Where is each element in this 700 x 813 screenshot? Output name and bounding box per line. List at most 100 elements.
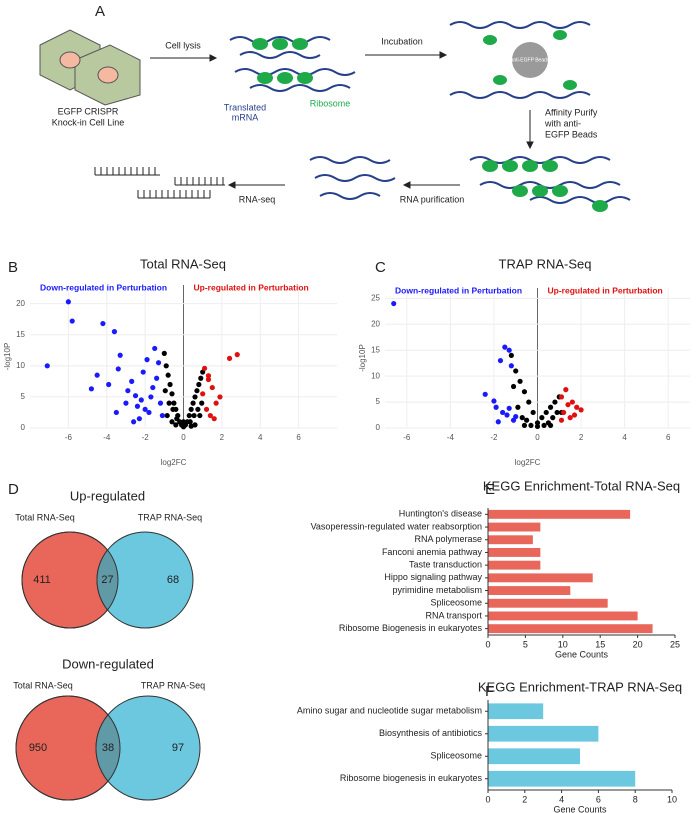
category-label: Fanconi anemia pathway bbox=[382, 547, 483, 557]
point bbox=[169, 419, 175, 425]
schematic-label: Affinity Purify bbox=[545, 107, 598, 117]
point bbox=[157, 400, 164, 406]
schematic-label: Cell lysis bbox=[165, 40, 201, 50]
point bbox=[493, 404, 499, 410]
x-tick-label: 10 bbox=[667, 794, 677, 804]
point bbox=[134, 403, 141, 409]
point bbox=[167, 381, 173, 388]
point bbox=[508, 352, 514, 359]
count: 27 bbox=[101, 574, 113, 586]
point bbox=[526, 399, 532, 405]
point bbox=[506, 347, 512, 353]
x-tick-label: 5 bbox=[523, 639, 528, 649]
point bbox=[117, 352, 123, 358]
point bbox=[125, 388, 131, 394]
point bbox=[539, 415, 545, 421]
schematic-label: EGFP CRISPR bbox=[58, 106, 119, 116]
bar bbox=[488, 703, 544, 720]
point bbox=[197, 412, 203, 419]
point bbox=[88, 386, 94, 392]
bar bbox=[488, 611, 638, 621]
point bbox=[180, 419, 187, 425]
x-tick-label: -4 bbox=[103, 433, 111, 442]
point bbox=[508, 363, 514, 369]
x-tick-label: -2 bbox=[142, 433, 150, 442]
point bbox=[132, 393, 139, 399]
point bbox=[552, 399, 558, 405]
x-axis-label: Gene Counts bbox=[553, 804, 607, 813]
set-label: Total RNA-Seq bbox=[15, 512, 75, 522]
point bbox=[563, 387, 569, 393]
schematic bbox=[39, 21, 631, 212]
bar bbox=[488, 748, 580, 765]
point bbox=[131, 419, 137, 425]
point bbox=[199, 400, 205, 406]
schematic-label: Incubation bbox=[381, 36, 423, 46]
y-axis-label: -log10P bbox=[358, 344, 367, 372]
chart-title: TRAP RNA-Seq bbox=[499, 256, 592, 271]
chart-title: Down-regulated bbox=[62, 656, 154, 671]
point bbox=[561, 409, 567, 416]
point bbox=[142, 406, 148, 412]
x-tick-label: 4 bbox=[559, 794, 564, 804]
point bbox=[161, 350, 167, 356]
x-tick-label: 0 bbox=[485, 639, 490, 649]
point bbox=[500, 409, 506, 416]
annotation: Up-regulated in Perturbation bbox=[548, 285, 663, 295]
category-label: Huntington's disease bbox=[399, 509, 482, 519]
point bbox=[205, 373, 212, 379]
x-tick-label: 10 bbox=[558, 639, 568, 649]
nucleus bbox=[97, 66, 119, 84]
x-axis-label: log2FC bbox=[515, 458, 541, 467]
mrna-strands bbox=[229, 21, 631, 204]
point bbox=[567, 415, 573, 421]
set-label: TRAP RNA-Seq bbox=[141, 680, 205, 690]
point bbox=[502, 344, 508, 350]
bar bbox=[488, 586, 571, 595]
schematic-label: EGFP Beads bbox=[545, 129, 598, 139]
point bbox=[506, 405, 512, 411]
point bbox=[150, 384, 156, 391]
schematic-label: Translated bbox=[224, 102, 266, 112]
count: 68 bbox=[167, 574, 179, 586]
point bbox=[186, 412, 192, 419]
count: 38 bbox=[102, 742, 114, 754]
point bbox=[209, 384, 215, 391]
point bbox=[234, 352, 240, 358]
point bbox=[515, 404, 521, 410]
x-tick-label: 6 bbox=[666, 433, 671, 442]
point bbox=[136, 416, 142, 422]
point bbox=[547, 422, 554, 429]
point bbox=[558, 417, 565, 423]
point bbox=[188, 406, 194, 412]
schematic-label: Ribosome bbox=[310, 98, 351, 108]
x-tick-label: 15 bbox=[595, 639, 605, 649]
schematic-label: mRNA bbox=[232, 112, 259, 122]
point bbox=[202, 365, 208, 371]
point bbox=[166, 400, 172, 406]
x-tick-label: -6 bbox=[65, 433, 73, 442]
point bbox=[554, 409, 560, 416]
x-tick-label: 20 bbox=[633, 639, 643, 649]
category-label: Spliceosome bbox=[430, 598, 482, 608]
x-tick-label: -6 bbox=[403, 433, 411, 442]
x-tick-label: 2 bbox=[522, 794, 527, 804]
bead bbox=[512, 42, 548, 78]
category-label: Vasoperessin-regulated water reabsorptio… bbox=[311, 521, 482, 531]
point bbox=[391, 300, 397, 307]
point bbox=[123, 400, 129, 406]
category-label: Hippo signaling pathway bbox=[384, 572, 482, 582]
schematic-label: anti-EGFP Beads bbox=[511, 57, 550, 63]
point bbox=[497, 357, 504, 364]
annotation: Down-regulated in Perturbation bbox=[40, 282, 167, 292]
point bbox=[174, 416, 180, 422]
category-label: RNA polymerase bbox=[414, 534, 482, 544]
overlap bbox=[95, 696, 120, 800]
annotation: Down-regulated in Perturbation bbox=[395, 285, 522, 295]
count: 411 bbox=[33, 574, 51, 586]
y-tick-label: 20 bbox=[371, 319, 380, 328]
point bbox=[203, 406, 210, 412]
bar bbox=[488, 535, 533, 545]
y-tick-label: 10 bbox=[16, 361, 25, 370]
